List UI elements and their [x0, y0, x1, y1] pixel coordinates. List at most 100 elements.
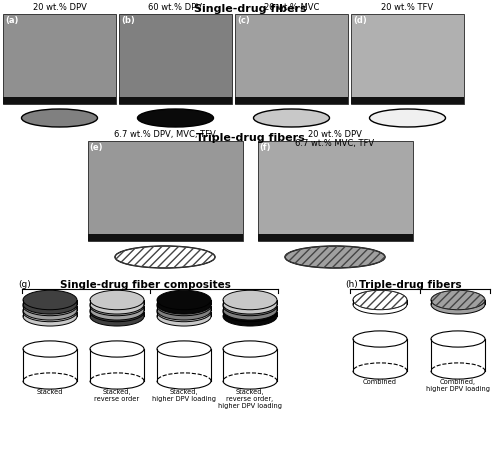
Bar [223, 349, 277, 381]
Ellipse shape [223, 302, 277, 322]
Ellipse shape [157, 302, 211, 322]
Bar [157, 300, 211, 304]
Ellipse shape [22, 109, 98, 127]
Text: 20 wt.% TFV: 20 wt.% TFV [382, 3, 434, 12]
Text: (h): (h) [345, 280, 358, 289]
Bar [90, 349, 144, 381]
Bar [353, 300, 407, 304]
Ellipse shape [90, 373, 144, 389]
Text: (d): (d) [353, 16, 367, 25]
Ellipse shape [285, 246, 385, 268]
Bar [431, 339, 485, 371]
Bar [235, 97, 348, 104]
Bar [223, 312, 277, 316]
Ellipse shape [157, 300, 211, 320]
Text: Single-drug fiber composites: Single-drug fiber composites [60, 280, 230, 290]
Text: Triple-drug fibers: Triple-drug fibers [358, 280, 462, 290]
Bar [235, 14, 348, 104]
Bar [23, 300, 77, 304]
Ellipse shape [254, 109, 330, 127]
Ellipse shape [157, 295, 211, 314]
Ellipse shape [157, 291, 211, 310]
Text: 6.7 wt.% DPV, MVC, TFV: 6.7 wt.% DPV, MVC, TFV [114, 130, 216, 139]
Text: (f): (f) [260, 143, 271, 152]
Ellipse shape [431, 295, 485, 314]
Bar [223, 300, 277, 304]
Text: Single-drug fibers: Single-drug fibers [194, 4, 306, 14]
Ellipse shape [353, 363, 407, 379]
Ellipse shape [23, 302, 77, 322]
Bar [90, 306, 144, 310]
Ellipse shape [431, 291, 485, 310]
Text: (g): (g) [18, 280, 31, 289]
Bar [3, 97, 116, 104]
Bar [353, 339, 407, 371]
Text: Stacked,
reverse order: Stacked, reverse order [94, 389, 140, 402]
Ellipse shape [90, 341, 144, 357]
Bar [88, 234, 242, 241]
Bar [23, 306, 77, 310]
Ellipse shape [90, 296, 144, 316]
Text: 20 wt.% DPV: 20 wt.% DPV [32, 3, 86, 12]
Text: (b): (b) [121, 16, 135, 25]
Bar [90, 312, 144, 316]
Ellipse shape [23, 291, 77, 310]
Bar [23, 312, 77, 316]
Ellipse shape [23, 373, 77, 389]
Ellipse shape [157, 307, 211, 326]
Text: Stacked,
reverse order,
higher DPV loading: Stacked, reverse order, higher DPV loadi… [218, 389, 282, 409]
Text: Combined,
higher DPV loading: Combined, higher DPV loading [426, 379, 490, 392]
Bar [351, 14, 464, 104]
Ellipse shape [223, 291, 277, 310]
Ellipse shape [138, 109, 214, 127]
Bar [157, 312, 211, 316]
Ellipse shape [223, 295, 277, 314]
Bar [223, 306, 277, 310]
Ellipse shape [223, 373, 277, 389]
Text: Stacked,
higher DPV loading: Stacked, higher DPV loading [152, 389, 216, 402]
Ellipse shape [23, 307, 77, 326]
Bar [157, 306, 211, 310]
Ellipse shape [90, 291, 144, 310]
Ellipse shape [223, 341, 277, 357]
Bar [258, 234, 412, 241]
Ellipse shape [223, 296, 277, 316]
Text: Stacked: Stacked [37, 389, 63, 395]
Ellipse shape [353, 331, 407, 347]
Ellipse shape [23, 296, 77, 316]
Bar [3, 14, 116, 104]
Ellipse shape [157, 373, 211, 389]
Text: (a): (a) [5, 16, 18, 25]
Ellipse shape [90, 302, 144, 322]
Text: 60 wt.% DPV: 60 wt.% DPV [148, 3, 203, 12]
Text: 20 wt.% MVC: 20 wt.% MVC [264, 3, 319, 12]
Ellipse shape [23, 341, 77, 357]
Text: (c): (c) [237, 16, 250, 25]
Ellipse shape [157, 296, 211, 316]
Text: 6.7 wt.% MVC, TFV: 6.7 wt.% MVC, TFV [296, 139, 374, 148]
Bar [431, 300, 485, 304]
Ellipse shape [115, 246, 215, 268]
Bar [157, 349, 211, 381]
Bar [258, 141, 412, 241]
Ellipse shape [23, 295, 77, 314]
Bar [119, 14, 232, 104]
Ellipse shape [223, 307, 277, 326]
Ellipse shape [370, 109, 446, 127]
Ellipse shape [157, 341, 211, 357]
Text: Combined: Combined [363, 379, 397, 385]
Ellipse shape [90, 307, 144, 326]
Bar [23, 349, 77, 381]
Bar [88, 141, 242, 241]
Ellipse shape [90, 300, 144, 320]
Ellipse shape [431, 363, 485, 379]
Ellipse shape [431, 331, 485, 347]
Ellipse shape [353, 295, 407, 314]
Ellipse shape [353, 291, 407, 310]
Ellipse shape [23, 300, 77, 320]
Bar [119, 97, 232, 104]
Ellipse shape [90, 295, 144, 314]
Text: 20 wt.% DPV: 20 wt.% DPV [308, 130, 362, 139]
Text: Triple-drug fibers: Triple-drug fibers [196, 133, 304, 143]
Bar [90, 300, 144, 304]
